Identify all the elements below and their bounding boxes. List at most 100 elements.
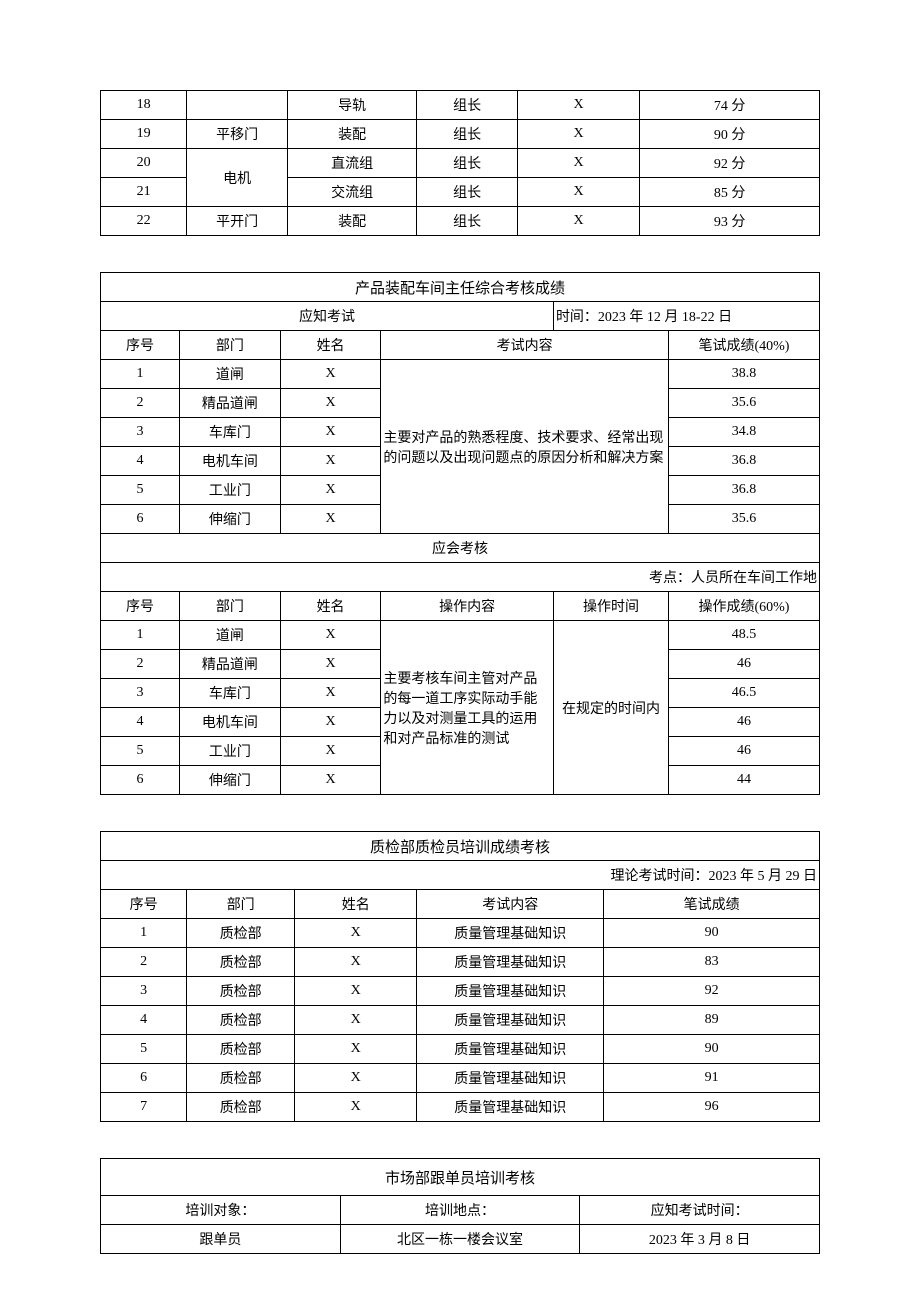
table-row: 5质检部X质量管理基础知识90 xyxy=(101,1035,820,1064)
header-row: 序号 部门 姓名 考试内容 笔试成绩 xyxy=(101,890,820,919)
cell-name: X xyxy=(280,505,381,534)
cell-no: 3 xyxy=(101,418,180,447)
cell-content: 质量管理基础知识 xyxy=(417,919,604,948)
cell-no: 1 xyxy=(101,621,180,650)
cell-score: 92 xyxy=(604,977,820,1006)
cell-no: 3 xyxy=(101,679,180,708)
label-time: 应知考试时间： xyxy=(580,1196,820,1225)
cell-no: 5 xyxy=(101,476,180,505)
table-top-fragment: 18 导轨 组长 X 74 分 19 平移门 装配 组长 X 90 分 20 电… xyxy=(100,90,820,236)
cell-name: X xyxy=(280,418,381,447)
hdr-score: 笔试成绩(40%) xyxy=(668,331,819,360)
cell-content: 质量管理基础知识 xyxy=(417,948,604,977)
cell-dept: 质检部 xyxy=(187,1064,295,1093)
cell-dept: 质检部 xyxy=(187,1006,295,1035)
cell-content: 质量管理基础知识 xyxy=(417,1064,604,1093)
cell-score: 91 xyxy=(604,1064,820,1093)
table-title: 产品装配车间主任综合考核成绩 xyxy=(101,273,820,302)
cell-dept: 质检部 xyxy=(187,1093,295,1122)
cell-content: 质量管理基础知识 xyxy=(417,1093,604,1122)
cell-score: 38.8 xyxy=(668,360,819,389)
cell-opcontent: 主要考核车间主管对产品的每一道工序实际动手能力以及对测量工具的运用和对产品标准的… xyxy=(381,621,554,795)
cell-optime: 在规定的时间内 xyxy=(553,621,668,795)
cell-group: 装配 xyxy=(287,120,416,149)
cell-name: X xyxy=(295,977,417,1006)
cell-dept: 工业门 xyxy=(180,476,281,505)
cell-dept: 质检部 xyxy=(187,948,295,977)
cell-name: X xyxy=(280,447,381,476)
cell-score: 89 xyxy=(604,1006,820,1035)
cell-name: X xyxy=(280,650,381,679)
cell-score: 74 分 xyxy=(640,91,820,120)
cell-dept xyxy=(187,91,288,120)
cell-no: 6 xyxy=(101,1064,187,1093)
cell-dept: 质检部 xyxy=(187,977,295,1006)
hdr-opcontent: 操作内容 xyxy=(381,592,554,621)
cell-no: 20 xyxy=(101,149,187,178)
cell-no: 6 xyxy=(101,766,180,795)
cell-score: 36.8 xyxy=(668,447,819,476)
cell-name: X xyxy=(517,178,639,207)
value-row: 跟单员 北区一栋一楼会议室 2023 年 3 月 8 日 xyxy=(101,1225,820,1254)
value-target: 跟单员 xyxy=(101,1225,341,1254)
header-row: 序号 部门 姓名 考试内容 笔试成绩(40%) xyxy=(101,331,820,360)
cell-no: 18 xyxy=(101,91,187,120)
table-row: 20 电机 直流组 组长 X 92 分 xyxy=(101,149,820,178)
cell-score: 34.8 xyxy=(668,418,819,447)
cell-name: X xyxy=(517,120,639,149)
cell-dept: 精品道闸 xyxy=(180,389,281,418)
cell-score: 90 分 xyxy=(640,120,820,149)
cell-content: 质量管理基础知识 xyxy=(417,1035,604,1064)
cell-score: 44 xyxy=(668,766,819,795)
cell-score: 96 xyxy=(604,1093,820,1122)
cell-dept: 电机车间 xyxy=(180,447,281,476)
cell-score: 46 xyxy=(668,650,819,679)
cell-name: X xyxy=(295,1093,417,1122)
hdr-name: 姓名 xyxy=(280,331,381,360)
table-title: 市场部跟单员培训考核 xyxy=(101,1159,820,1196)
hdr-score: 操作成绩(60%) xyxy=(668,592,819,621)
cell-name: X xyxy=(295,948,417,977)
cell-role: 组长 xyxy=(417,91,518,120)
table-row: 2质检部X质量管理基础知识83 xyxy=(101,948,820,977)
time-label: 理论考试时间：2023 年 5 月 29 日 xyxy=(101,861,820,890)
cell-no: 3 xyxy=(101,977,187,1006)
hdr-dept: 部门 xyxy=(180,592,281,621)
cell-no: 21 xyxy=(101,178,187,207)
cell-score: 46 xyxy=(668,737,819,766)
hdr-name: 姓名 xyxy=(295,890,417,919)
cell-name: X xyxy=(517,207,639,236)
hdr-no: 序号 xyxy=(101,890,187,919)
value-location: 北区一栋一楼会议室 xyxy=(340,1225,580,1254)
cell-dept: 平移门 xyxy=(187,120,288,149)
cell-name: X xyxy=(280,737,381,766)
cell-no: 22 xyxy=(101,207,187,236)
cell-no: 4 xyxy=(101,447,180,476)
cell-name: X xyxy=(280,766,381,795)
cell-score: 36.8 xyxy=(668,476,819,505)
table-assembly-director: 产品装配车间主任综合考核成绩 应知考试 时间：2023 年 12 月 18-22… xyxy=(100,272,820,795)
cell-dept: 道闸 xyxy=(180,621,281,650)
table-row: 18 导轨 组长 X 74 分 xyxy=(101,91,820,120)
cell-name: X xyxy=(280,679,381,708)
hdr-score: 笔试成绩 xyxy=(604,890,820,919)
cell-role: 组长 xyxy=(417,120,518,149)
cell-no: 2 xyxy=(101,389,180,418)
cell-dept: 伸缩门 xyxy=(180,766,281,795)
cell-score: 46.5 xyxy=(668,679,819,708)
cell-no: 19 xyxy=(101,120,187,149)
cell-dept: 伸缩门 xyxy=(180,505,281,534)
cell-score: 46 xyxy=(668,708,819,737)
cell-dept: 车库门 xyxy=(180,418,281,447)
cell-name: X xyxy=(517,91,639,120)
cell-no: 2 xyxy=(101,650,180,679)
cell-name: X xyxy=(280,476,381,505)
cell-content: 质量管理基础知识 xyxy=(417,977,604,1006)
table-market-follower: 市场部跟单员培训考核 培训对象： 培训地点： 应知考试时间： 跟单员 北区一栋一… xyxy=(100,1158,820,1254)
cell-dept: 平开门 xyxy=(187,207,288,236)
hdr-name: 姓名 xyxy=(280,592,381,621)
cell-name: X xyxy=(295,919,417,948)
hdr-dept: 部门 xyxy=(187,890,295,919)
cell-name: X xyxy=(295,1064,417,1093)
cell-name: X xyxy=(295,1006,417,1035)
